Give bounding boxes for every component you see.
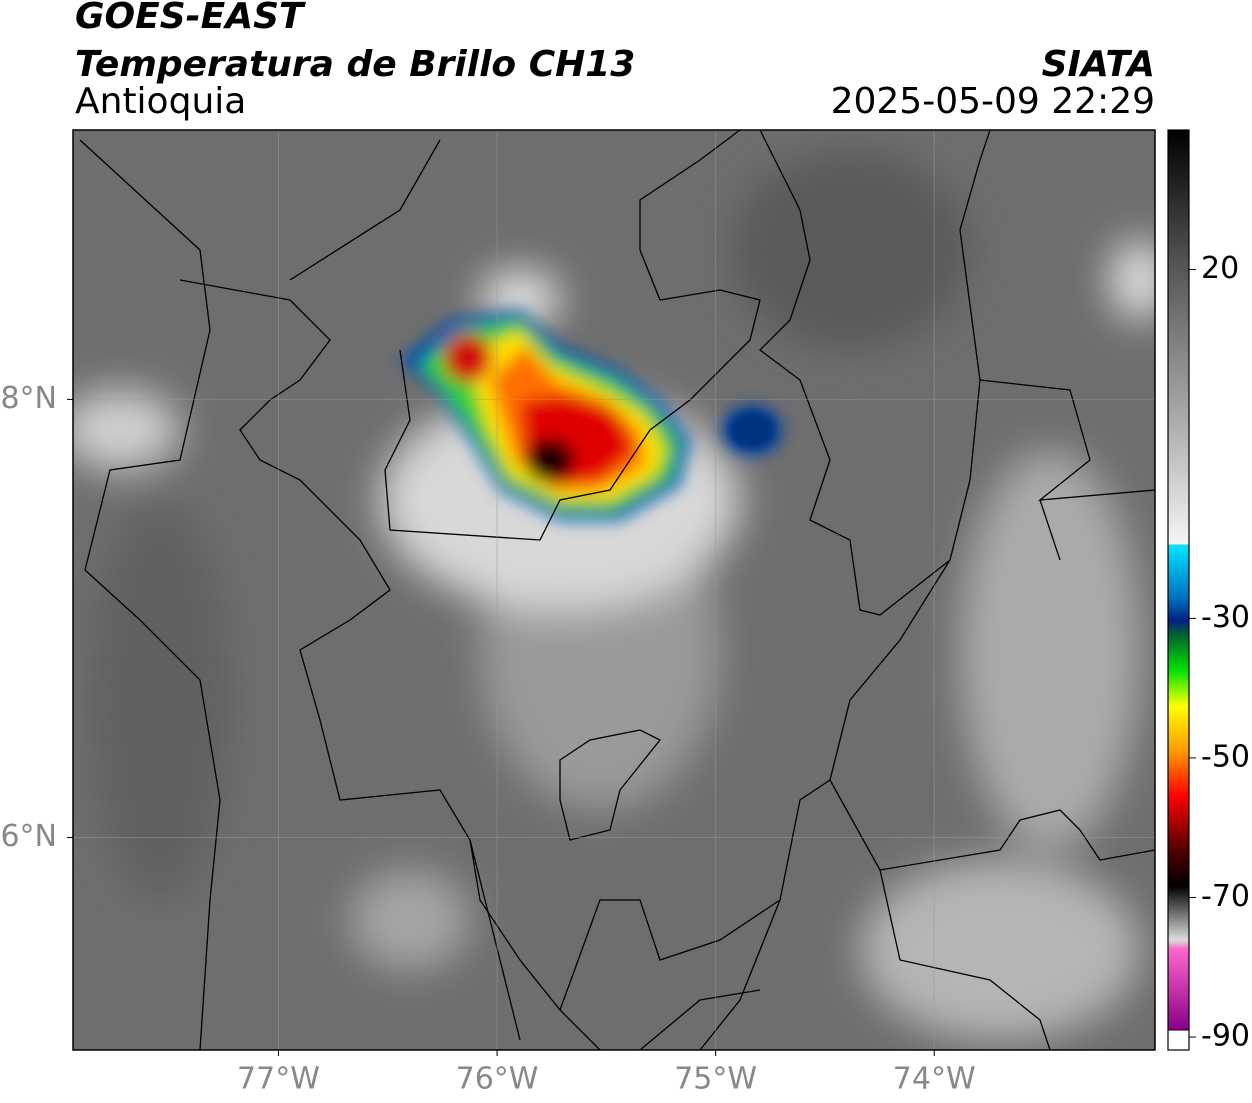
x-tick-label: 75°W	[674, 1062, 757, 1097]
x-tick-label: 74°W	[893, 1062, 976, 1097]
colorbar-tick-label: -70	[1201, 879, 1250, 914]
region: Antioquia	[75, 81, 246, 122]
source: SIATA	[1042, 44, 1155, 85]
subtitle: Temperatura de Brillo CH13	[75, 44, 635, 85]
x-tick-label: 76°W	[456, 1062, 539, 1097]
colorbar-tick-label: -50	[1201, 739, 1250, 774]
y-tick-label: 8°N	[0, 381, 57, 416]
title: GOES-EAST	[75, 0, 306, 37]
colorbar-extension	[1167, 1029, 1190, 1051]
colorbar	[1168, 130, 1189, 1030]
colorbar-tick-label: -90	[1201, 1019, 1250, 1054]
colorbar-frame	[1167, 129, 1190, 1051]
y-tick-label: 6°N	[0, 819, 57, 854]
map-frame	[72, 129, 1156, 1051]
colorbar-tick-label: 20	[1201, 251, 1239, 286]
colorbar-tick-label: -30	[1201, 600, 1250, 635]
datetime: 2025-05-09 22:29	[831, 81, 1155, 122]
map-image	[73, 130, 1155, 1050]
x-tick-label: 77°W	[237, 1062, 320, 1097]
